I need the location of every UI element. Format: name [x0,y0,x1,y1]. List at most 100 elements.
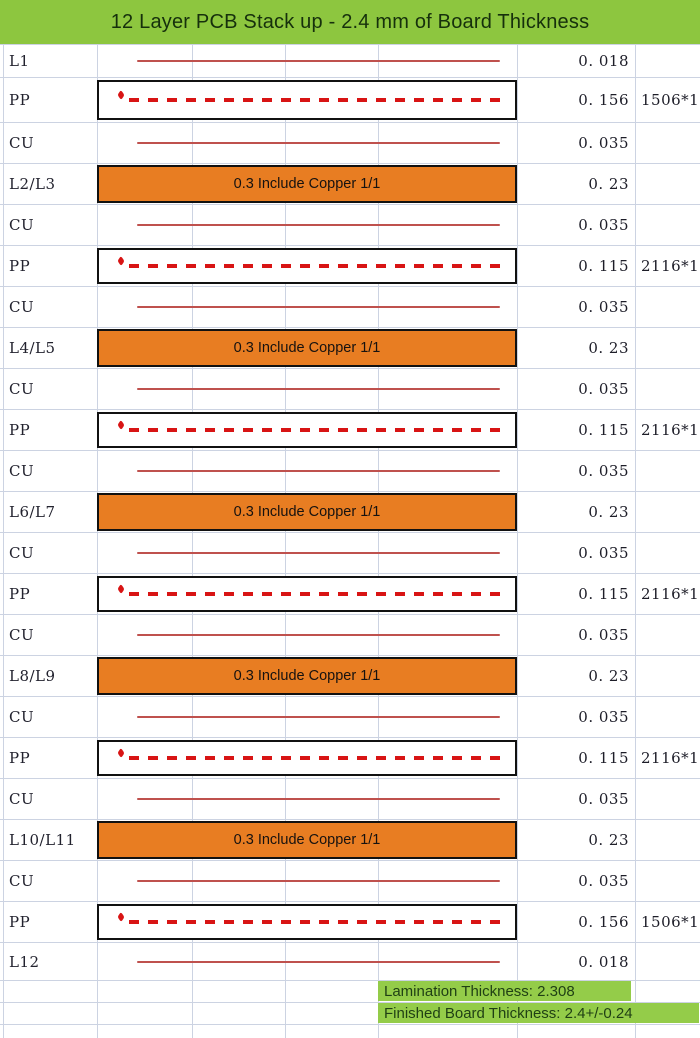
gridline-vertical [378,44,379,1038]
prepreg-spec: 1506*1 [641,91,700,109]
layer-label: CU [9,708,35,726]
stackup-row-l8-l9: L8/L9 0.3 Include Copper 1/1 0. 23 [0,656,700,697]
filler-row [0,1025,700,1038]
stackup-row-l10-l11: L10/L11 0.3 Include Copper 1/1 0. 23 [0,820,700,861]
thickness-value: 0. 23 [588,503,629,521]
footer-row-finished: Finished Board Thickness: 2.4+/-0.24 [0,1003,700,1025]
prepreg-spec: 2116*1 [641,257,700,275]
layer-label: L6/L7 [9,503,56,521]
layer-label: PP [9,749,31,767]
stackup-row-cu: CU 0. 035 [0,533,700,574]
thickness-value: 0. 035 [578,462,629,480]
thickness-value: 0. 115 [578,421,629,439]
layer-label: CU [9,544,35,562]
core-description: 0.3 Include Copper 1/1 [233,668,381,684]
pp-dashed-line [129,428,501,432]
thickness-value: 0. 156 [578,913,629,931]
layer-label: PP [9,913,31,931]
stackup-row-l1: L1 0. 018 [0,45,700,78]
layer-label: L8/L9 [9,667,56,685]
copper-trace-line [137,388,500,390]
layer-label: L4/L5 [9,339,56,357]
core-description: 0.3 Include Copper 1/1 [233,176,381,192]
finished-thickness-cell: Finished Board Thickness: 2.4+/-0.24 [378,1003,699,1023]
layer-label: CU [9,380,35,398]
thickness-value: 0. 035 [578,872,629,890]
copper-trace-line [137,470,500,472]
stackup-row-cu: CU 0. 035 [0,369,700,410]
pp-dashed-line [129,592,501,596]
dash-start-tick [117,89,125,101]
layer-label: L12 [9,952,40,971]
stackup-row-cu: CU 0. 035 [0,779,700,820]
copper-trace-line [137,880,500,882]
layer-label: L1 [9,52,30,70]
stackup-row-pp: PP 0. 115 2116*1 [0,574,700,615]
layer-label: CU [9,872,35,890]
thickness-value: 0. 035 [578,790,629,808]
stackup-row-pp: PP 0. 115 2116*1 [0,738,700,779]
core-box: 0.3 Include Copper 1/1 [97,165,517,203]
stackup-row-cu: CU 0. 035 [0,697,700,738]
pp-dashed-line [129,920,501,924]
thickness-value: 0. 035 [578,544,629,562]
gridline-vertical [97,44,98,1038]
prepreg-box [97,576,517,612]
layer-label: CU [9,462,35,480]
thickness-value: 0. 035 [578,380,629,398]
copper-trace-line [137,60,500,62]
thickness-value: 0. 23 [588,667,629,685]
copper-trace-line [137,224,500,226]
thickness-value: 0. 035 [578,708,629,726]
copper-trace-line [137,306,500,308]
stackup-row-cu: CU 0. 035 [0,205,700,246]
layer-label: CU [9,134,35,152]
thickness-value: 0. 115 [578,585,629,603]
pp-dashed-line [129,756,501,760]
dash-start-tick [117,911,125,923]
stackup-grid: L1 0. 018 PP 0. 156 1506*1 CU 0. 035 L2/L3 0.3 I… [0,44,700,1038]
core-description: 0.3 Include Copper 1/1 [233,340,381,356]
pp-dashed-line [129,98,501,102]
core-box: 0.3 Include Copper 1/1 [97,821,517,859]
stackup-row-l6-l7: L6/L7 0.3 Include Copper 1/1 0. 23 [0,492,700,533]
prepreg-spec: 1506*1 [641,913,700,931]
lamination-thickness-text: Lamination Thickness: 2.308 [384,982,575,1000]
stackup-row-l12: L12 0. 018 [0,943,700,981]
thickness-value: 0. 035 [578,134,629,152]
layer-label: PP [9,257,31,275]
copper-trace-line [137,634,500,636]
thickness-value: 0. 035 [578,298,629,316]
layer-label: PP [9,421,31,439]
stackup-row-cu: CU 0. 035 [0,861,700,902]
dash-start-tick [117,419,125,431]
core-box: 0.3 Include Copper 1/1 [97,493,517,531]
layer-label: CU [9,790,35,808]
page-title: 12 Layer PCB Stack up - 2.4 mm of Board … [110,10,590,33]
thickness-value: 0. 115 [578,257,629,275]
layer-label: CU [9,626,35,644]
stackup-row-cu: CU 0. 035 [0,451,700,492]
stackup-row-cu: CU 0. 035 [0,123,700,164]
gridline-vertical [192,44,193,1038]
layer-label: CU [9,216,35,234]
layer-label: PP [9,585,31,603]
layer-label: L10/L11 [9,831,76,849]
footer-row-lamination: Lamination Thickness: 2.308 [0,981,700,1003]
dash-start-tick [117,747,125,759]
layer-label: PP [9,91,31,109]
dash-start-tick [117,255,125,267]
gridline-vertical [635,44,636,1038]
stackup-row-cu: CU 0. 035 [0,615,700,656]
stackup-rows: L1 0. 018 PP 0. 156 1506*1 CU 0. 035 L2/L3 0.3 I… [0,44,700,1038]
stackup-row-pp: PP 0. 115 2116*1 [0,246,700,287]
prepreg-box [97,740,517,776]
gridline-vertical [285,44,286,1038]
thickness-value: 0. 23 [588,339,629,357]
core-description: 0.3 Include Copper 1/1 [233,832,381,848]
prepreg-spec: 2116*1 [641,585,700,603]
layer-label: L2/L3 [9,175,56,193]
stackup-row-l2-l3: L2/L3 0.3 Include Copper 1/1 0. 23 [0,164,700,205]
prepreg-spec: 2116*1 [641,749,700,767]
